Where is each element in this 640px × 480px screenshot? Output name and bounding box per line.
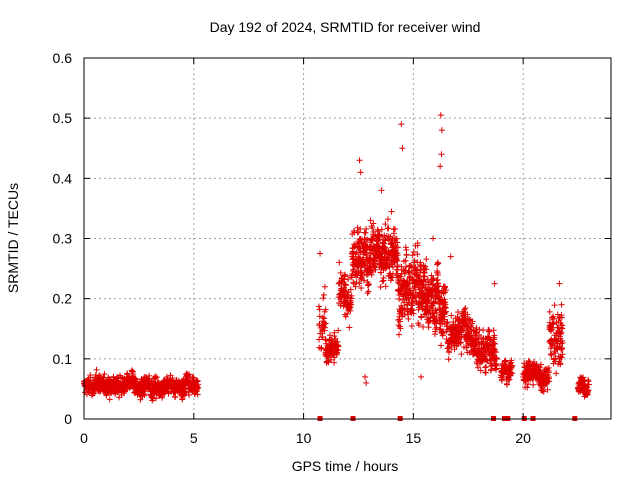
x-tick-label: 5 bbox=[190, 430, 198, 446]
data-point bbox=[399, 145, 406, 152]
y-tick-label: 0.2 bbox=[53, 291, 73, 307]
data-point bbox=[101, 371, 108, 378]
data-point bbox=[438, 127, 445, 134]
data-point bbox=[385, 225, 392, 232]
y-tick-label: 0.6 bbox=[53, 50, 73, 66]
data-point bbox=[133, 378, 140, 385]
data-point bbox=[447, 253, 454, 260]
data-point bbox=[132, 375, 139, 382]
data-point bbox=[93, 366, 100, 373]
data-point bbox=[356, 157, 363, 164]
data-point bbox=[336, 259, 343, 266]
data-point bbox=[377, 283, 384, 290]
x-axis-title: GPS time / hours bbox=[292, 458, 399, 474]
data-point bbox=[418, 373, 425, 380]
data-point bbox=[437, 163, 444, 170]
data-point bbox=[409, 252, 416, 259]
x-tick-label: 15 bbox=[406, 430, 422, 446]
data-point bbox=[420, 272, 427, 279]
x-tick-label: 10 bbox=[296, 430, 312, 446]
data-point bbox=[106, 396, 113, 403]
data-point bbox=[379, 278, 386, 285]
data-point bbox=[391, 225, 398, 232]
data-point bbox=[437, 112, 444, 119]
data-point bbox=[362, 373, 369, 380]
data-point bbox=[378, 187, 385, 194]
data-point bbox=[423, 256, 430, 263]
y-tick-label: 0 bbox=[64, 411, 72, 427]
data-point bbox=[430, 235, 437, 242]
data-point bbox=[553, 370, 560, 377]
data-point bbox=[547, 351, 554, 358]
data-point bbox=[388, 208, 395, 215]
data-point bbox=[402, 244, 409, 251]
data-point bbox=[551, 302, 558, 309]
data-point bbox=[435, 260, 442, 267]
y-axis-title: SRMTID / TECUs bbox=[5, 183, 21, 293]
data-point bbox=[357, 226, 364, 233]
data-point bbox=[556, 280, 563, 287]
y-tick-label: 0.1 bbox=[53, 351, 73, 367]
data-point bbox=[331, 359, 338, 366]
data-point bbox=[490, 327, 497, 334]
data-point bbox=[130, 371, 137, 378]
chart-title: Day 192 of 2024, SRMTID for receiver win… bbox=[210, 19, 481, 35]
data-point bbox=[390, 230, 397, 237]
data-point bbox=[346, 324, 353, 331]
data-point bbox=[398, 121, 405, 128]
x-tick-label: 0 bbox=[80, 430, 88, 446]
data-point bbox=[403, 251, 410, 258]
data-point bbox=[445, 356, 452, 363]
data-point bbox=[363, 379, 370, 386]
data-point bbox=[357, 169, 364, 176]
data-point bbox=[124, 370, 131, 377]
data-point bbox=[367, 217, 374, 224]
data-point bbox=[321, 283, 328, 290]
y-tick-label: 0.3 bbox=[53, 231, 73, 247]
data-point bbox=[382, 283, 389, 290]
data-point bbox=[438, 151, 445, 158]
y-tick-label: 0.5 bbox=[53, 110, 73, 126]
data-point bbox=[503, 381, 510, 388]
data-point bbox=[121, 387, 128, 394]
data-point bbox=[320, 295, 327, 302]
data-point bbox=[530, 381, 537, 388]
data-point bbox=[558, 301, 565, 308]
data-point bbox=[319, 314, 326, 321]
grid-lines bbox=[84, 58, 611, 419]
data-point bbox=[458, 351, 465, 358]
data-point bbox=[394, 266, 401, 273]
data-point bbox=[317, 250, 324, 257]
data-point bbox=[482, 363, 489, 370]
data-point bbox=[355, 229, 362, 236]
data-point bbox=[354, 224, 361, 231]
data-point bbox=[546, 308, 553, 315]
data-point bbox=[364, 282, 371, 289]
data-point bbox=[315, 303, 322, 310]
data-point bbox=[425, 324, 432, 331]
y-tick-label: 0.4 bbox=[53, 170, 73, 186]
x-tick-label: 20 bbox=[515, 430, 531, 446]
data-point bbox=[320, 291, 327, 298]
data-point bbox=[137, 396, 144, 403]
data-points bbox=[81, 112, 592, 404]
data-point bbox=[491, 280, 498, 287]
data-point bbox=[408, 323, 415, 330]
data-point bbox=[395, 331, 402, 338]
data-point bbox=[405, 315, 412, 322]
data-point bbox=[438, 342, 445, 349]
data-point bbox=[375, 228, 382, 235]
data-point bbox=[363, 225, 370, 232]
data-point bbox=[97, 373, 104, 380]
data-point bbox=[448, 312, 455, 319]
